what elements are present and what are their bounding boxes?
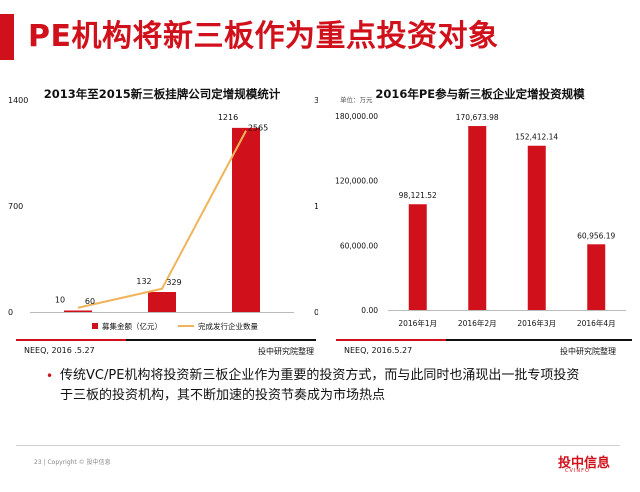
bar xyxy=(64,310,92,312)
y-tick-label: 120,000.00 xyxy=(335,177,378,186)
bar xyxy=(468,126,487,310)
title-accent-bar xyxy=(0,14,14,60)
bar-data-label: 60,956.19 xyxy=(577,231,615,240)
y-left-tick-label: 700 xyxy=(8,202,23,211)
chart-left-panel: 2013年至2015新三板挂牌公司定增规模统计 0700140001500300… xyxy=(6,78,334,356)
line-data-label: 2565 xyxy=(248,124,268,133)
legend-label: 完成发行企业数量 xyxy=(198,321,258,331)
footer-copyright: 23 | Copyright © 投中信息 xyxy=(34,459,111,466)
y-right-tick-label: 1500 xyxy=(314,202,318,211)
brand-logo: 投中信息 xyxy=(558,456,611,471)
bar-data-label: 152,412.14 xyxy=(515,133,558,142)
bullet-text: 传统VC/PE机构将投资新三板企业作为重要的投资方式，而与此同时也涌现出一批专项… xyxy=(60,368,580,403)
chart-right-svg: 单位：万元 0.00 60,000.00 120,000.00 180,000.00 98… xyxy=(335,95,632,341)
y-right-tick-label: 0 xyxy=(314,308,318,317)
bar xyxy=(232,127,260,312)
chart-left-credit: 投中研究院整理 xyxy=(258,347,314,356)
y-left-tick-label: 0 xyxy=(8,308,13,317)
bar xyxy=(148,292,176,312)
chart-right-credit: 投中研究院整理 xyxy=(560,347,616,356)
bullet-point: • 传统VC/PE机构将投资新三板企业作为重要的投资方式，而与此同时也涌现出一批… xyxy=(46,366,580,406)
bar-data-label: 1216 xyxy=(218,113,238,122)
chart-left-svg: 07001400015003000101321216603292565募集金额（… xyxy=(8,96,334,341)
bar xyxy=(587,244,606,310)
chart-right-source: NEEQ, 2016.5.27 xyxy=(344,346,413,355)
x-tick-label: 2016年3月 xyxy=(517,318,556,328)
chart-right-title: 2016年PE参与新三板企业定增投资规模 xyxy=(375,87,585,101)
y-left-tick-label: 1400 xyxy=(8,96,28,105)
unit-label: 单位：万元 xyxy=(340,95,373,104)
chart-left-source: NEEQ, 2016 .5.27 xyxy=(24,346,95,355)
chart-right-panel: 2016年PE参与新三板企业定增投资规模 单位：万元 0.00 60,000.00 1… xyxy=(326,78,634,356)
y-tick-label: 60,000.00 xyxy=(340,241,378,250)
slide-title: PE机构将新三板作为重点投资对象 xyxy=(28,19,499,54)
x-tick-label: 2016年4月 xyxy=(577,318,616,328)
bar xyxy=(527,145,546,310)
chart-left-title: 2013年至2015新三板挂牌公司定增规模统计 xyxy=(43,87,281,101)
bullet-dot-icon: • xyxy=(46,369,54,383)
y-tick-label: 180,000.00 xyxy=(335,112,378,121)
x-tick-label: 2016年2月 xyxy=(458,318,497,328)
x-tick-label: 2016年1月 xyxy=(398,318,437,328)
bar-data-label: 10 xyxy=(55,295,65,304)
line-data-label: 329 xyxy=(166,278,181,287)
bar-data-label: 170,673.98 xyxy=(456,113,499,122)
bar-data-label: 132 xyxy=(136,277,151,286)
series-line xyxy=(77,130,247,309)
legend-swatch-bar xyxy=(92,323,98,329)
line-data-label: 60 xyxy=(85,297,95,306)
legend-label: 募集金额（亿元） xyxy=(102,321,162,331)
bar xyxy=(408,204,427,310)
footer-divider xyxy=(16,445,620,446)
brand-logo-sub: CVINFO xyxy=(565,468,590,474)
bar-data-label: 98,121.52 xyxy=(399,191,437,200)
y-tick-label: 0.00 xyxy=(361,306,378,315)
